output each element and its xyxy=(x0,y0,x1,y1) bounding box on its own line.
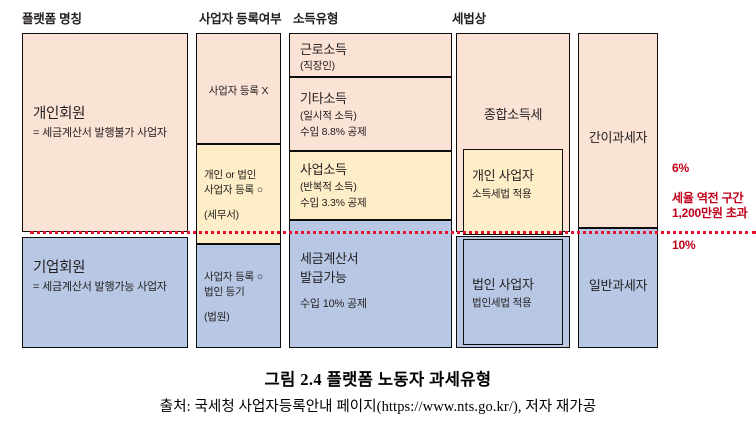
column-header-platform-name: 플랫폼 명칭 xyxy=(22,12,82,26)
box-corporate-member: 기업회원 = 세금계산서 발행가능 사업자 xyxy=(22,237,188,348)
box-simplified-taxpayer: 간이과세자 xyxy=(578,33,658,228)
personal-business-operator-sub: 소득세법 적용 xyxy=(472,188,532,200)
tax-invoice-title-line2: 발급가능 xyxy=(300,270,347,285)
box-no-business-registration: 사업자 등록 X xyxy=(196,33,281,144)
column-header-tax-law: 세법상 xyxy=(452,12,486,26)
rate-reversal-line1: 세율 역전 구간 xyxy=(672,191,744,205)
simplified-taxpayer-label: 간이과세자 xyxy=(588,130,648,145)
individual-or-corp-line2: 사업자 등록 ○ xyxy=(204,184,263,196)
corp-registration-court: (법원) xyxy=(204,311,230,323)
corporate-business-operator-sub: 법인세법 적용 xyxy=(472,297,532,309)
employment-income-title: 근로소득 xyxy=(300,42,347,57)
no-business-registration-label: 사업자 등록 X xyxy=(208,85,269,97)
individual-member-title: 개인회원 xyxy=(33,106,86,122)
rate-reversal-line2: 1,200만원 초과 xyxy=(672,206,748,220)
corporate-member-title: 기업회원 xyxy=(33,260,86,276)
figure-caption-source: 출처: 국세청 사업자등록안내 페이지(https://www.nts.go.k… xyxy=(159,399,597,415)
corp-registration-line1: 사업자 등록 ○ xyxy=(204,271,263,283)
individual-or-corp-line1: 개인 or 법인 xyxy=(204,169,257,181)
box-business-income: 사업소득 (반복적 소득) 수입 3.3% 공제 xyxy=(289,151,452,220)
box-general-taxpayer: 일반과세자 xyxy=(578,228,658,348)
column-header-income-type: 소득유형 xyxy=(293,12,339,26)
business-income-title: 사업소득 xyxy=(300,162,347,177)
box-corporate-business-operator: 법인 사업자 법인세법 적용 xyxy=(463,239,563,345)
box-individual-or-corp-registration: 개인 or 법인 사업자 등록 ○ (세무서) xyxy=(196,144,281,244)
corporate-member-desc: = 세금계산서 발행가능 사업자 xyxy=(33,281,167,293)
tax-rate-reversal-line xyxy=(30,231,756,234)
box-tax-invoice-issuable: 세금계산서 발급가능 수입 10% 공제 xyxy=(289,220,452,348)
tax-invoice-title-line1: 세금계산서 xyxy=(300,251,359,266)
business-income-sub1: (반복적 소득) xyxy=(300,181,357,193)
box-corp-registration: 사업자 등록 ○ 법인 등기 (법원) xyxy=(196,244,281,348)
general-taxpayer-label: 일반과세자 xyxy=(588,278,648,293)
other-income-title: 기타소득 xyxy=(300,91,347,106)
tax-invoice-deduction: 수입 10% 공제 xyxy=(300,298,367,310)
individual-or-corp-office: (세무서) xyxy=(204,209,239,221)
corporate-business-operator-title: 법인 사업자 xyxy=(472,277,534,292)
taxation-type-diagram: 플랫폼 명칭 사업자 등록여부 소득유형 세법상 개인회원 = 세금계산서 발행… xyxy=(22,12,756,348)
box-personal-business-operator: 개인 사업자 소득세법 적용 xyxy=(463,149,563,235)
column-header-business-registration: 사업자 등록여부 xyxy=(199,12,282,26)
box-other-income: 기타소득 (일시적 소득) 수입 8.8% 공제 xyxy=(289,77,452,151)
other-income-sub2: 수입 8.8% 공제 xyxy=(300,126,367,138)
figure-caption-title: 그림 2.4 플랫폼 노동자 과세유형 xyxy=(264,370,492,389)
box-employment-income: 근로소득 (직장인) xyxy=(289,33,452,77)
box-individual-member: 개인회원 = 세금계산서 발행불가 사업자 xyxy=(22,33,188,232)
figure-caption: 그림 2.4 플랫폼 노동자 과세유형 출처: 국세청 사업자등록안내 페이지(… xyxy=(0,366,756,416)
rate-above-label: 6% xyxy=(672,161,689,175)
individual-member-desc: = 세금계산서 발행불가 사업자 xyxy=(33,127,167,139)
comprehensive-income-tax-label: 종합소득세 xyxy=(483,107,543,122)
business-income-sub2: 수입 3.3% 공제 xyxy=(300,197,367,209)
corp-registration-line2: 법인 등기 xyxy=(204,286,245,298)
employment-income-sub: (직장인) xyxy=(300,60,335,72)
other-income-sub1: (일시적 소득) xyxy=(300,110,357,122)
personal-business-operator-title: 개인 사업자 xyxy=(472,168,534,183)
rate-below-label: 10% xyxy=(672,238,696,252)
